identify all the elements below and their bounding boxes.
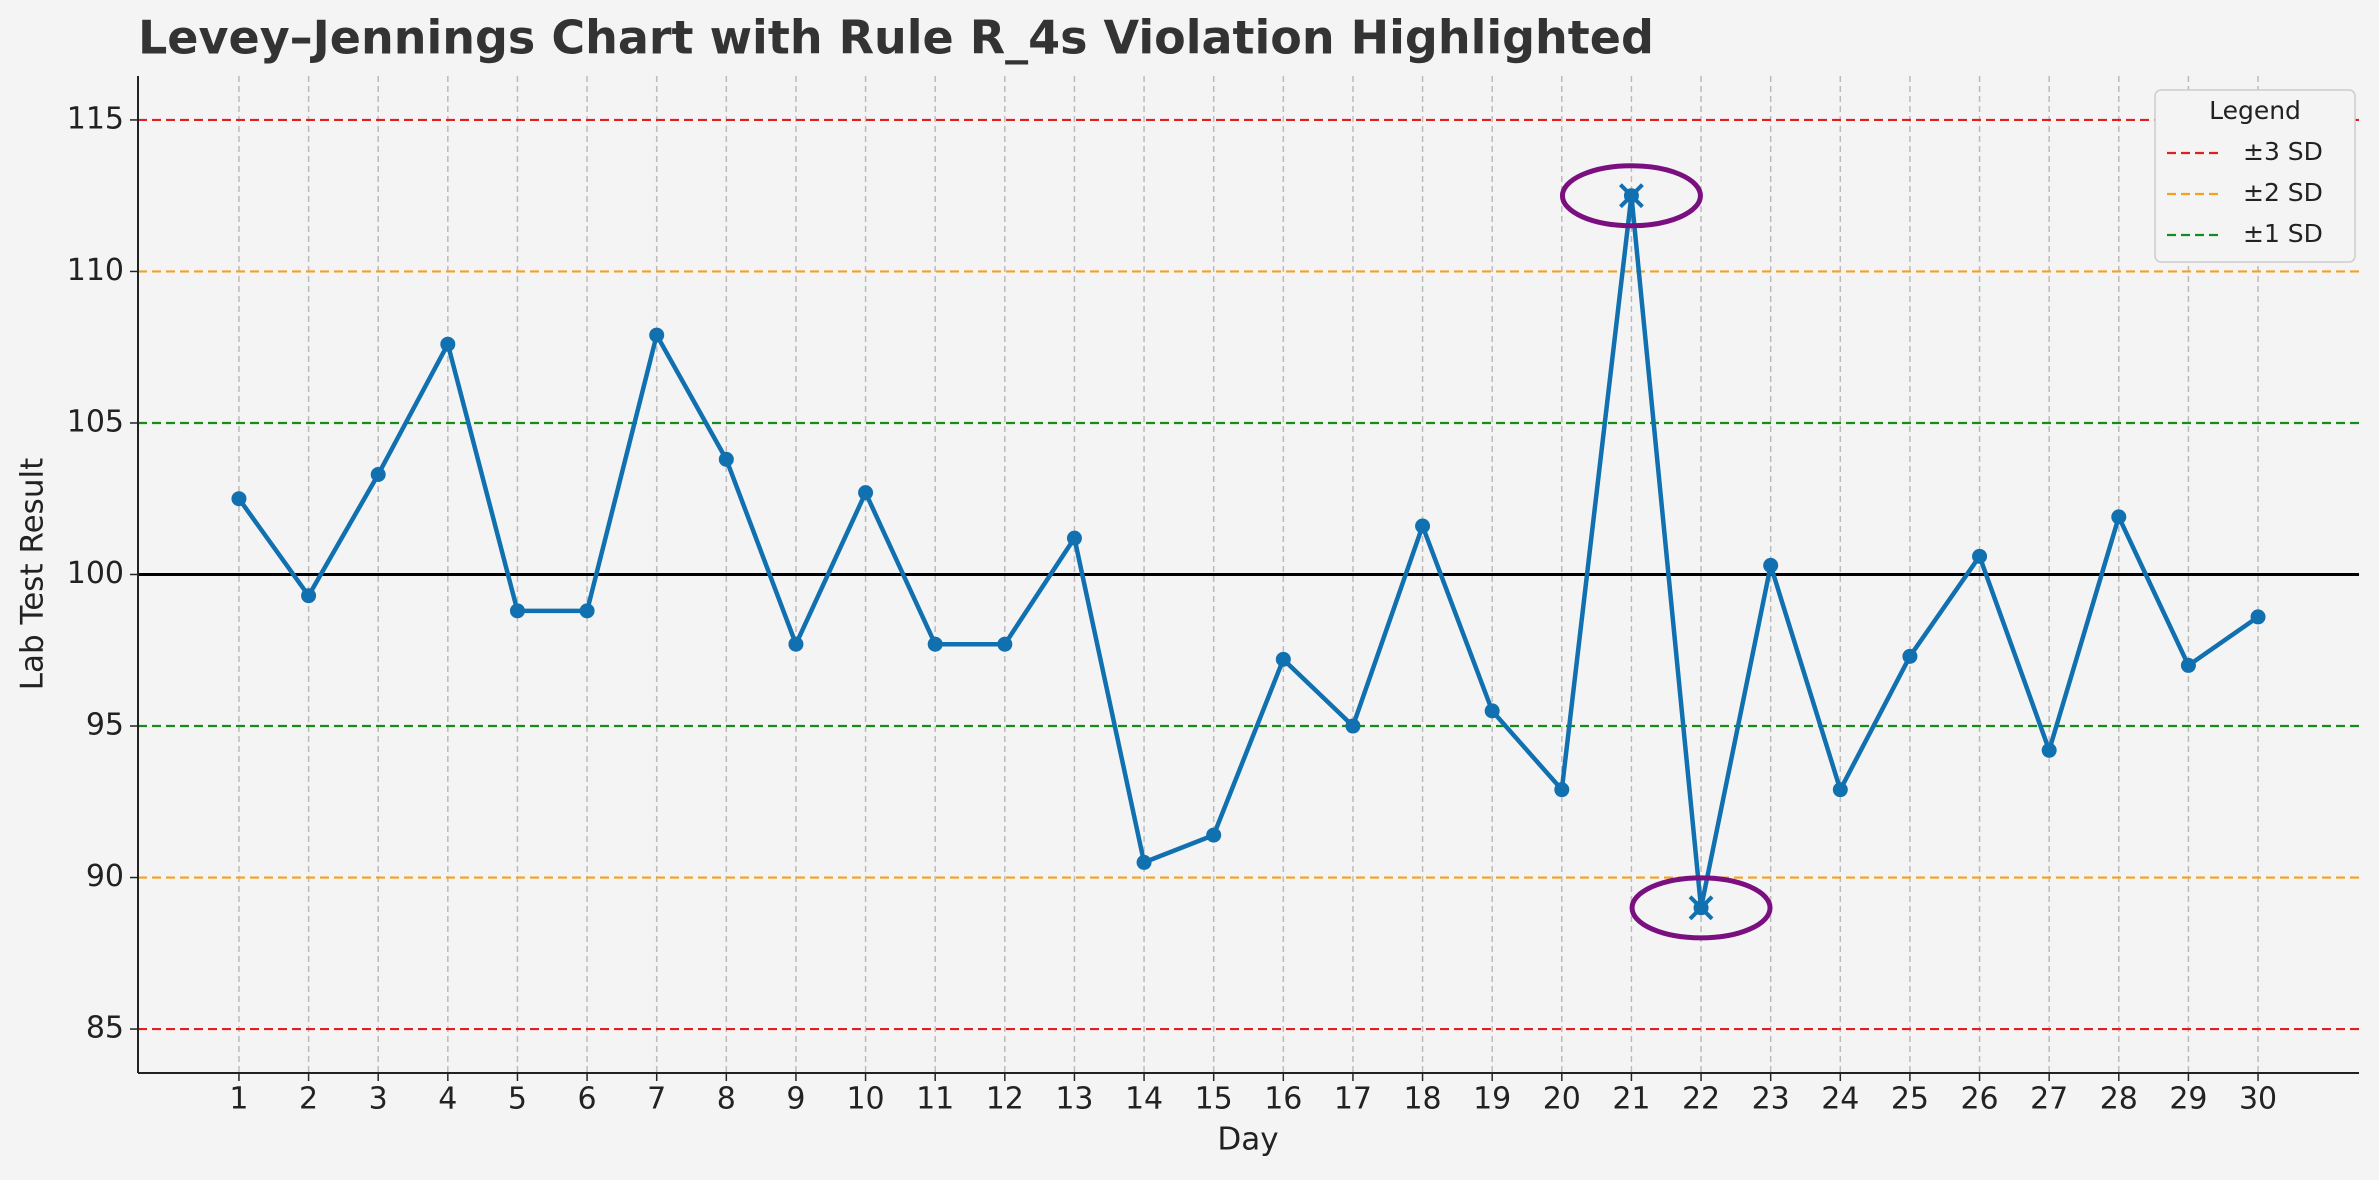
data-point	[1206, 827, 1222, 843]
y-tick-label: 105	[67, 404, 124, 439]
x-tick-label: 6	[578, 1082, 597, 1117]
x-tick-label: 14	[1125, 1082, 1163, 1117]
y-tick-label: 100	[67, 556, 124, 591]
legend-label: ±2 SD	[2243, 178, 2323, 207]
data-point	[2180, 657, 2196, 673]
x-tick-label: 18	[1403, 1082, 1441, 1117]
data-point	[440, 336, 456, 352]
data-point	[301, 588, 317, 604]
data-point	[788, 636, 804, 652]
y-tick-label: 85	[86, 1011, 124, 1046]
chart-title: Levey–Jennings Chart with Rule R_4s Viol…	[138, 11, 1654, 65]
data-point	[1554, 782, 1570, 798]
y-tick-label: 115	[67, 101, 124, 136]
data-point	[649, 327, 665, 343]
x-axis-label: Day	[1217, 1122, 1278, 1158]
violation-ellipse	[1559, 163, 1703, 229]
data-point	[1275, 651, 1291, 667]
x-tick-label: 7	[647, 1082, 666, 1117]
data-point	[2111, 509, 2127, 525]
y-tick-label: 90	[86, 859, 124, 894]
data-point	[1763, 557, 1779, 573]
x-tick-label: 3	[369, 1082, 388, 1117]
violation-marker	[1619, 183, 1644, 209]
legend-label: ±1 SD	[2243, 219, 2323, 248]
data-point	[2041, 742, 2057, 758]
x-tick-label: 25	[1891, 1082, 1929, 1117]
x-tick-label: 30	[2239, 1082, 2277, 1117]
data-point	[509, 603, 525, 619]
data-point	[1345, 718, 1361, 734]
x-tick-label: 29	[2169, 1082, 2207, 1117]
data-point	[579, 603, 595, 619]
data-point	[1415, 518, 1431, 534]
x-tick-label: 8	[717, 1082, 736, 1117]
legend: Legend ±3 SD ±2 SD ±1 SD	[2154, 89, 2356, 263]
data-line	[237, 193, 2260, 911]
data-point	[997, 636, 1013, 652]
data-point	[718, 451, 734, 467]
data-point	[1484, 703, 1500, 719]
data-point	[1136, 854, 1152, 870]
x-tick-label: 10	[846, 1082, 884, 1117]
x-tick-label: 2	[299, 1082, 318, 1117]
x-tick-label: 23	[1752, 1082, 1790, 1117]
data-point	[231, 491, 247, 507]
x-tick-label: 27	[2030, 1082, 2068, 1117]
x-tick-label: 28	[2100, 1082, 2138, 1117]
x-tick-label: 5	[508, 1082, 527, 1117]
data-point	[1832, 782, 1848, 798]
x-tick-label: 21	[1612, 1082, 1650, 1117]
x-tick-label: 15	[1195, 1082, 1233, 1117]
x-tick-label: 20	[1543, 1082, 1581, 1117]
x-tick-label: 22	[1682, 1082, 1720, 1117]
y-axis-label: Lab Test Result	[15, 458, 51, 691]
x-tick-label: 12	[986, 1082, 1024, 1117]
data-point	[2250, 609, 2266, 625]
legend-label: ±3 SD	[2243, 137, 2323, 166]
x-tick-label: 9	[786, 1082, 805, 1117]
violation-marker	[1688, 895, 1714, 921]
x-tick-label: 26	[1960, 1082, 1998, 1117]
data-point	[858, 485, 874, 501]
data-point	[1972, 548, 1988, 564]
data-point	[927, 636, 943, 652]
x-tick-label: 4	[438, 1082, 457, 1117]
x-tick-label: 17	[1334, 1082, 1372, 1117]
x-tick-label: 13	[1055, 1082, 1093, 1117]
y-tick-label: 95	[86, 708, 124, 743]
x-tick-label: 16	[1264, 1082, 1302, 1117]
x-tick-label: 11	[916, 1082, 954, 1117]
data-point	[1902, 648, 1918, 664]
data-point	[370, 466, 386, 482]
legend-title: Legend	[2209, 96, 2301, 125]
data-point	[1066, 530, 1082, 546]
violation-ellipse	[1629, 875, 1773, 941]
x-tick-label: 24	[1821, 1082, 1859, 1117]
x-tick-label: 1	[229, 1082, 248, 1117]
legend-box	[2154, 89, 2356, 263]
x-tick-label: 19	[1473, 1082, 1511, 1117]
y-tick-label: 110	[67, 253, 124, 288]
